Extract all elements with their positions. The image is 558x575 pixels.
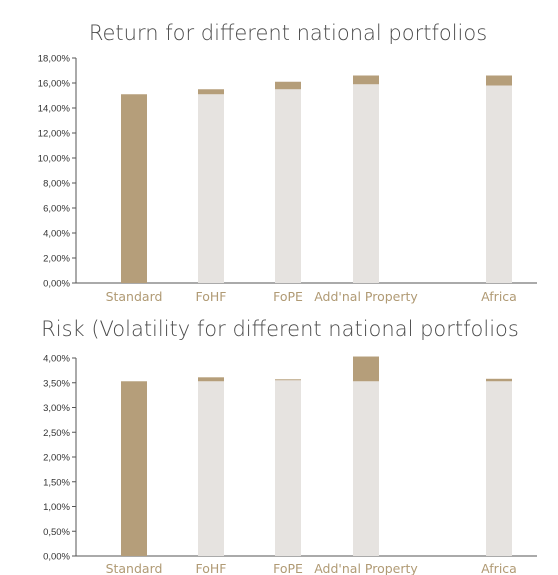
y-tick-label: 6,00% [43,204,70,215]
bar-base-0 [121,94,147,283]
bar-top-1 [198,89,224,95]
y-tick-label: 2,00% [43,254,70,265]
category-label: Africa [481,561,517,575]
y-tick-label: 12,00% [38,129,71,140]
y-tick-label: 0,00% [43,279,70,290]
bar-base-1 [198,381,224,556]
y-tick-label: 3,50% [43,378,70,389]
bar-top-4 [486,378,512,382]
category-label: Africa [481,289,517,304]
category-label: FoHF [196,561,227,575]
bar-top-3 [353,75,379,85]
category-label: Add'nal Property [314,561,418,575]
y-tick-label: 1,00% [43,502,70,513]
y-tick-label: 10,00% [38,154,71,165]
category-label: Add'nal Property [314,289,418,304]
y-tick-label: 4,00% [43,229,70,240]
y-tick-label: 2,50% [43,428,70,439]
y-tick-label: 2,00% [43,453,70,464]
y-tick-label: 16,00% [38,79,71,90]
bar-base-1 [198,94,224,283]
chart-title: Risk (Volatility for different national … [41,317,519,341]
y-tick-label: 14,00% [38,104,71,115]
bar-top-4 [486,75,512,86]
bar-base-2 [275,89,301,283]
y-tick-label: 0,00% [43,552,70,563]
bar-base-4 [486,85,512,283]
bar-top-2 [275,81,301,90]
y-tick-label: 4,00% [43,354,70,365]
bar-base-2 [275,380,301,556]
category-label: Standard [106,289,163,304]
y-tick-label: 8,00% [43,179,70,190]
bar-base-0 [121,381,147,556]
y-tick-label: 0,50% [43,527,70,538]
y-tick-label: 18,00% [38,54,71,65]
bar-top-2 [275,379,301,381]
bar-top-3 [353,356,379,382]
category-label: FoHF [196,289,227,304]
y-tick-label: 3,00% [43,403,70,414]
bar-base-4 [486,381,512,556]
chart-title: Return for different national portfolios [89,21,487,45]
category-label: Standard [106,561,163,575]
y-tick-label: 1,50% [43,477,70,488]
chart-return: Return for different national portfolios… [38,21,537,304]
category-label: FoPE [273,561,303,575]
chart-risk: Risk (Volatility for different national … [41,317,537,575]
category-label: FoPE [273,289,303,304]
bar-base-3 [353,84,379,283]
bar-top-1 [198,377,224,382]
bar-base-3 [353,381,379,556]
